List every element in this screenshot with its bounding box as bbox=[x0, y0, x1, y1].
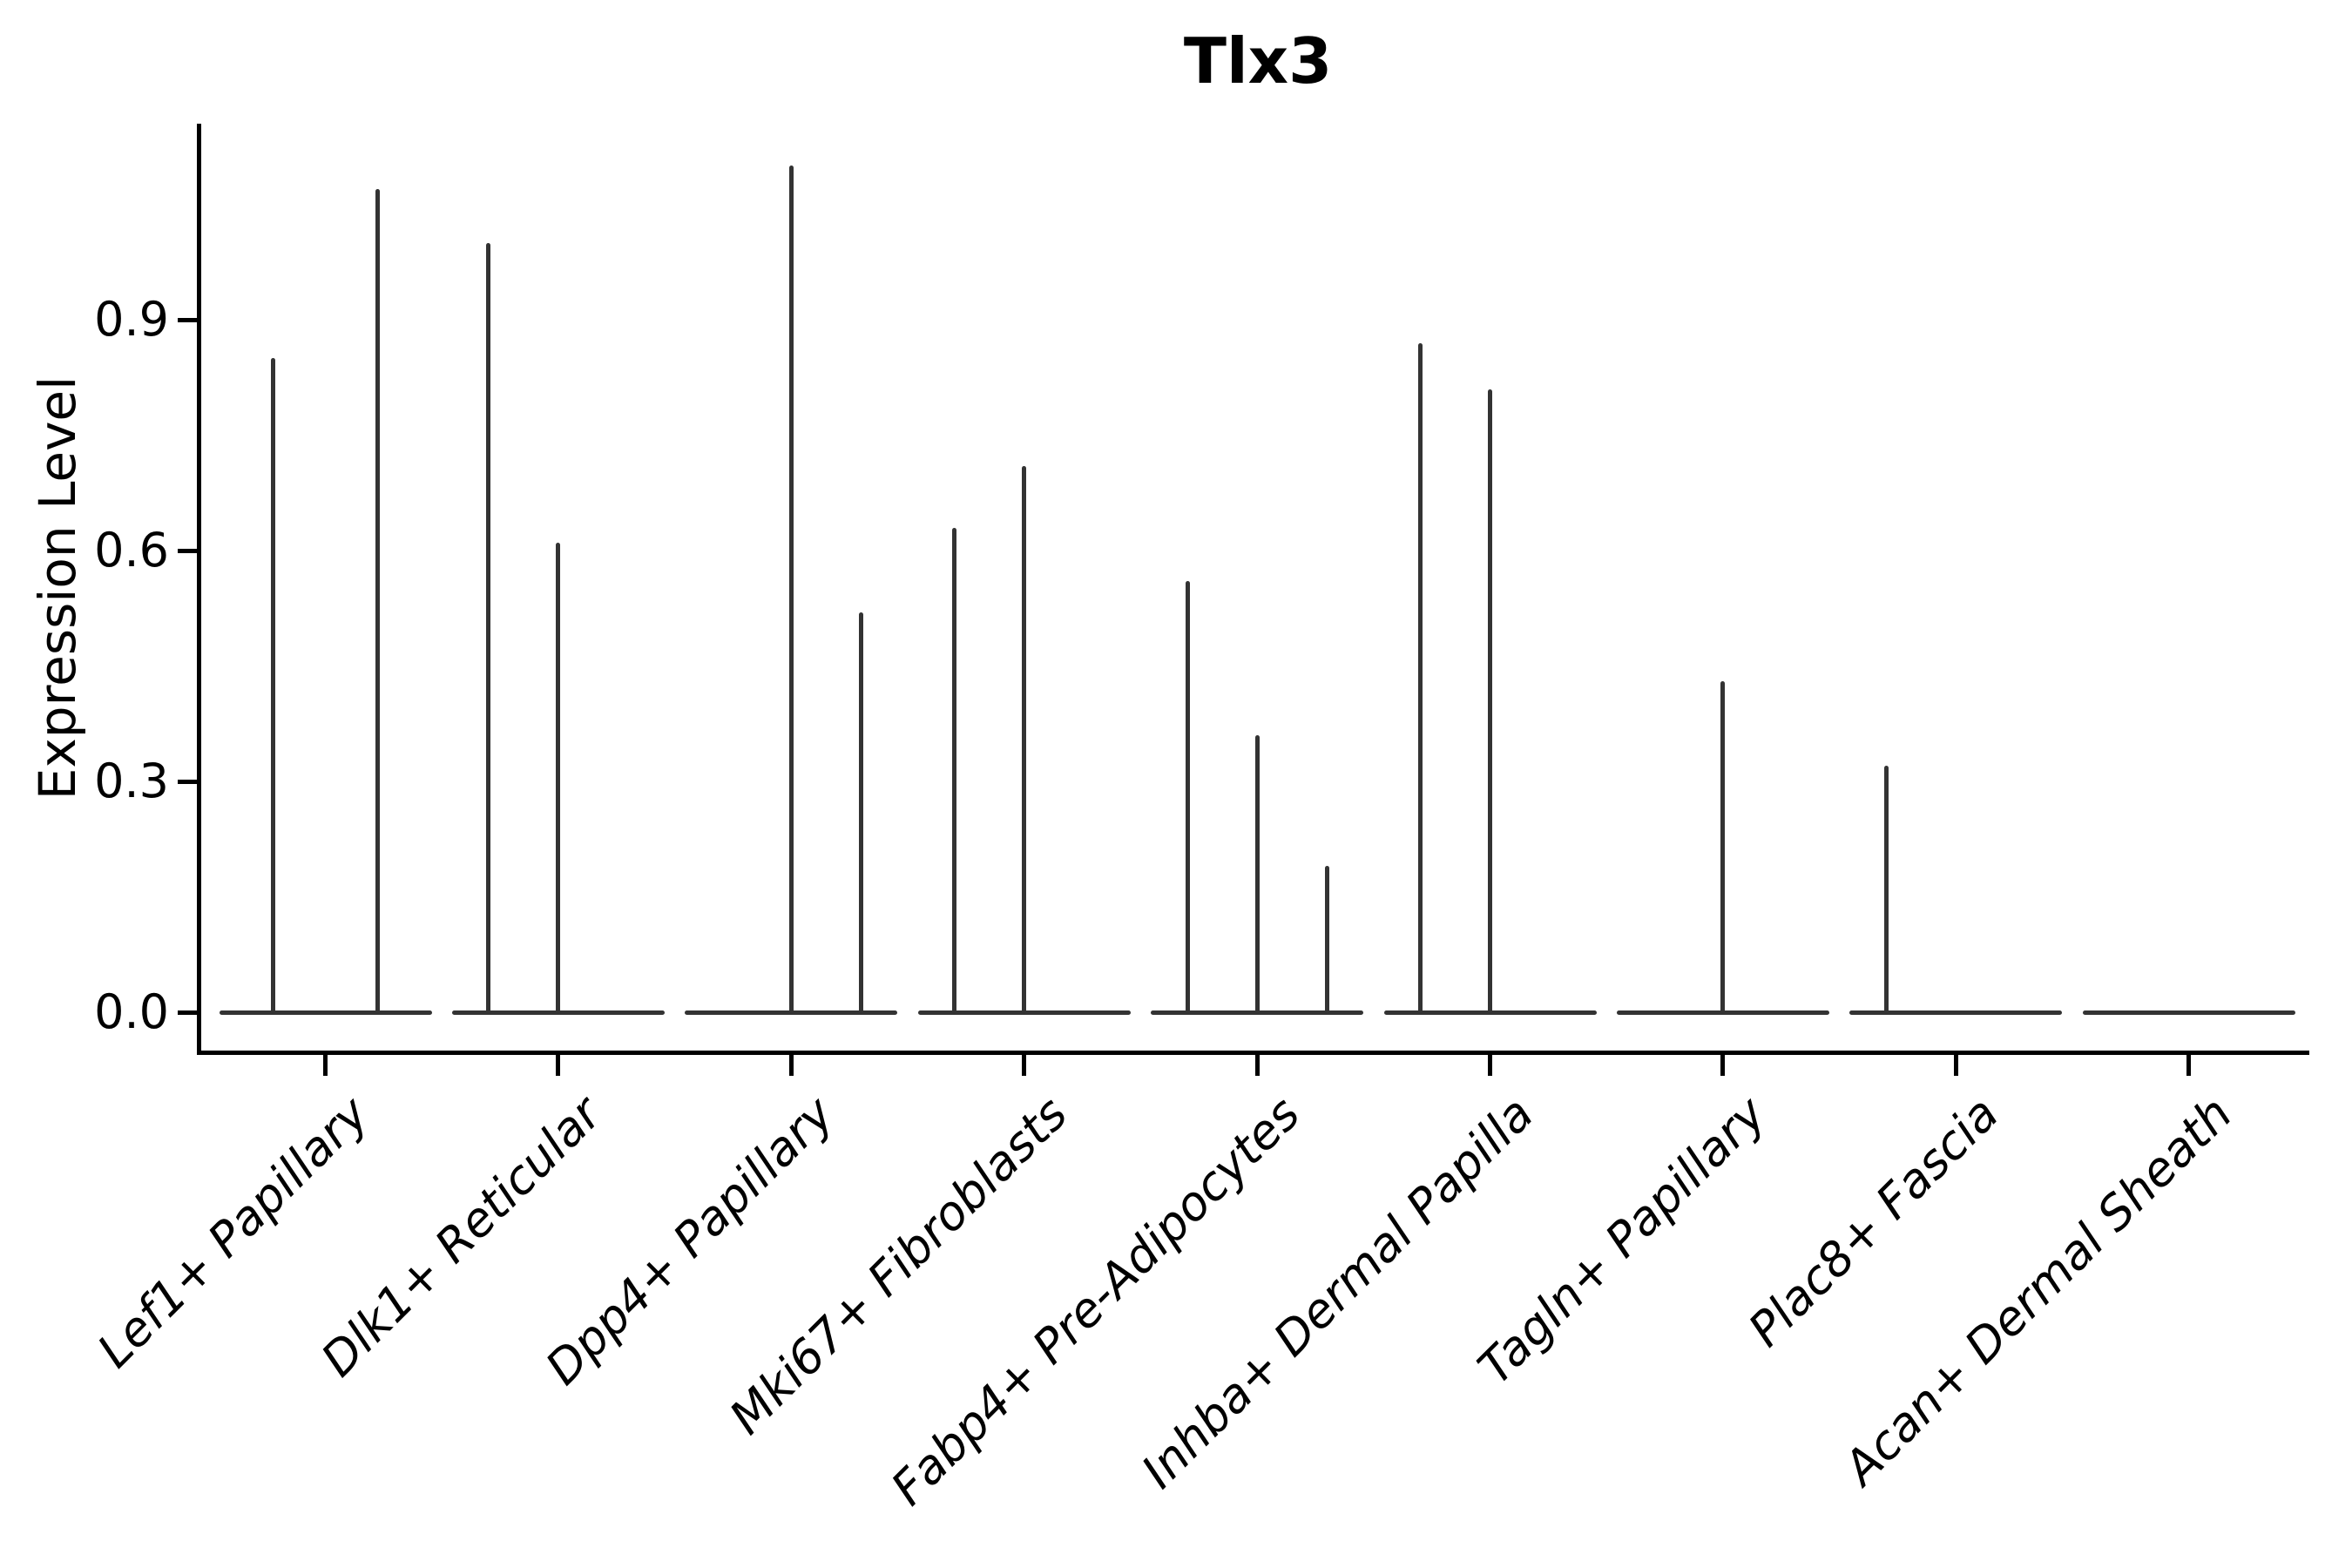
y-tick-label: 0.0 bbox=[94, 984, 169, 1039]
violin-spike bbox=[1720, 681, 1726, 1015]
violin-spike bbox=[1324, 866, 1329, 1015]
x-tick bbox=[1022, 1055, 1027, 1076]
y-tick bbox=[177, 779, 197, 784]
violin-spike bbox=[952, 527, 957, 1015]
violin-spike bbox=[556, 543, 561, 1015]
violin-spike bbox=[858, 612, 863, 1015]
y-tick-label: 0.6 bbox=[94, 523, 169, 578]
x-tick bbox=[323, 1055, 328, 1076]
violin-spike bbox=[1254, 735, 1260, 1015]
x-tick bbox=[1488, 1055, 1492, 1076]
violin-baseline bbox=[2082, 1010, 2295, 1015]
y-axis-spine bbox=[196, 124, 201, 1055]
x-tick bbox=[1953, 1055, 1958, 1076]
violin-spike bbox=[1022, 465, 1027, 1015]
violin-spike bbox=[1883, 766, 1889, 1015]
y-tick bbox=[177, 548, 197, 553]
x-tick bbox=[2186, 1055, 2192, 1076]
violin-baseline bbox=[219, 1010, 432, 1015]
x-tick bbox=[1254, 1055, 1260, 1076]
violin-baseline bbox=[1849, 1010, 2063, 1015]
violin-spike bbox=[1185, 581, 1190, 1015]
violin-spike bbox=[788, 166, 794, 1015]
violin-spike bbox=[486, 242, 491, 1015]
y-tick-label: 0.9 bbox=[94, 292, 169, 347]
x-tick bbox=[1720, 1055, 1726, 1076]
chart-title: Tlx3 bbox=[1183, 24, 1333, 98]
violin-spike bbox=[271, 358, 275, 1015]
violin-spike bbox=[375, 188, 380, 1015]
violin-spike bbox=[1418, 342, 1423, 1015]
y-tick-label: 0.3 bbox=[94, 754, 169, 808]
y-tick bbox=[177, 317, 197, 322]
x-tick bbox=[788, 1055, 794, 1076]
violin-spike bbox=[1488, 389, 1492, 1015]
y-tick bbox=[177, 1010, 197, 1015]
x-axis-spine bbox=[196, 1051, 2309, 1055]
x-tick bbox=[556, 1055, 561, 1076]
